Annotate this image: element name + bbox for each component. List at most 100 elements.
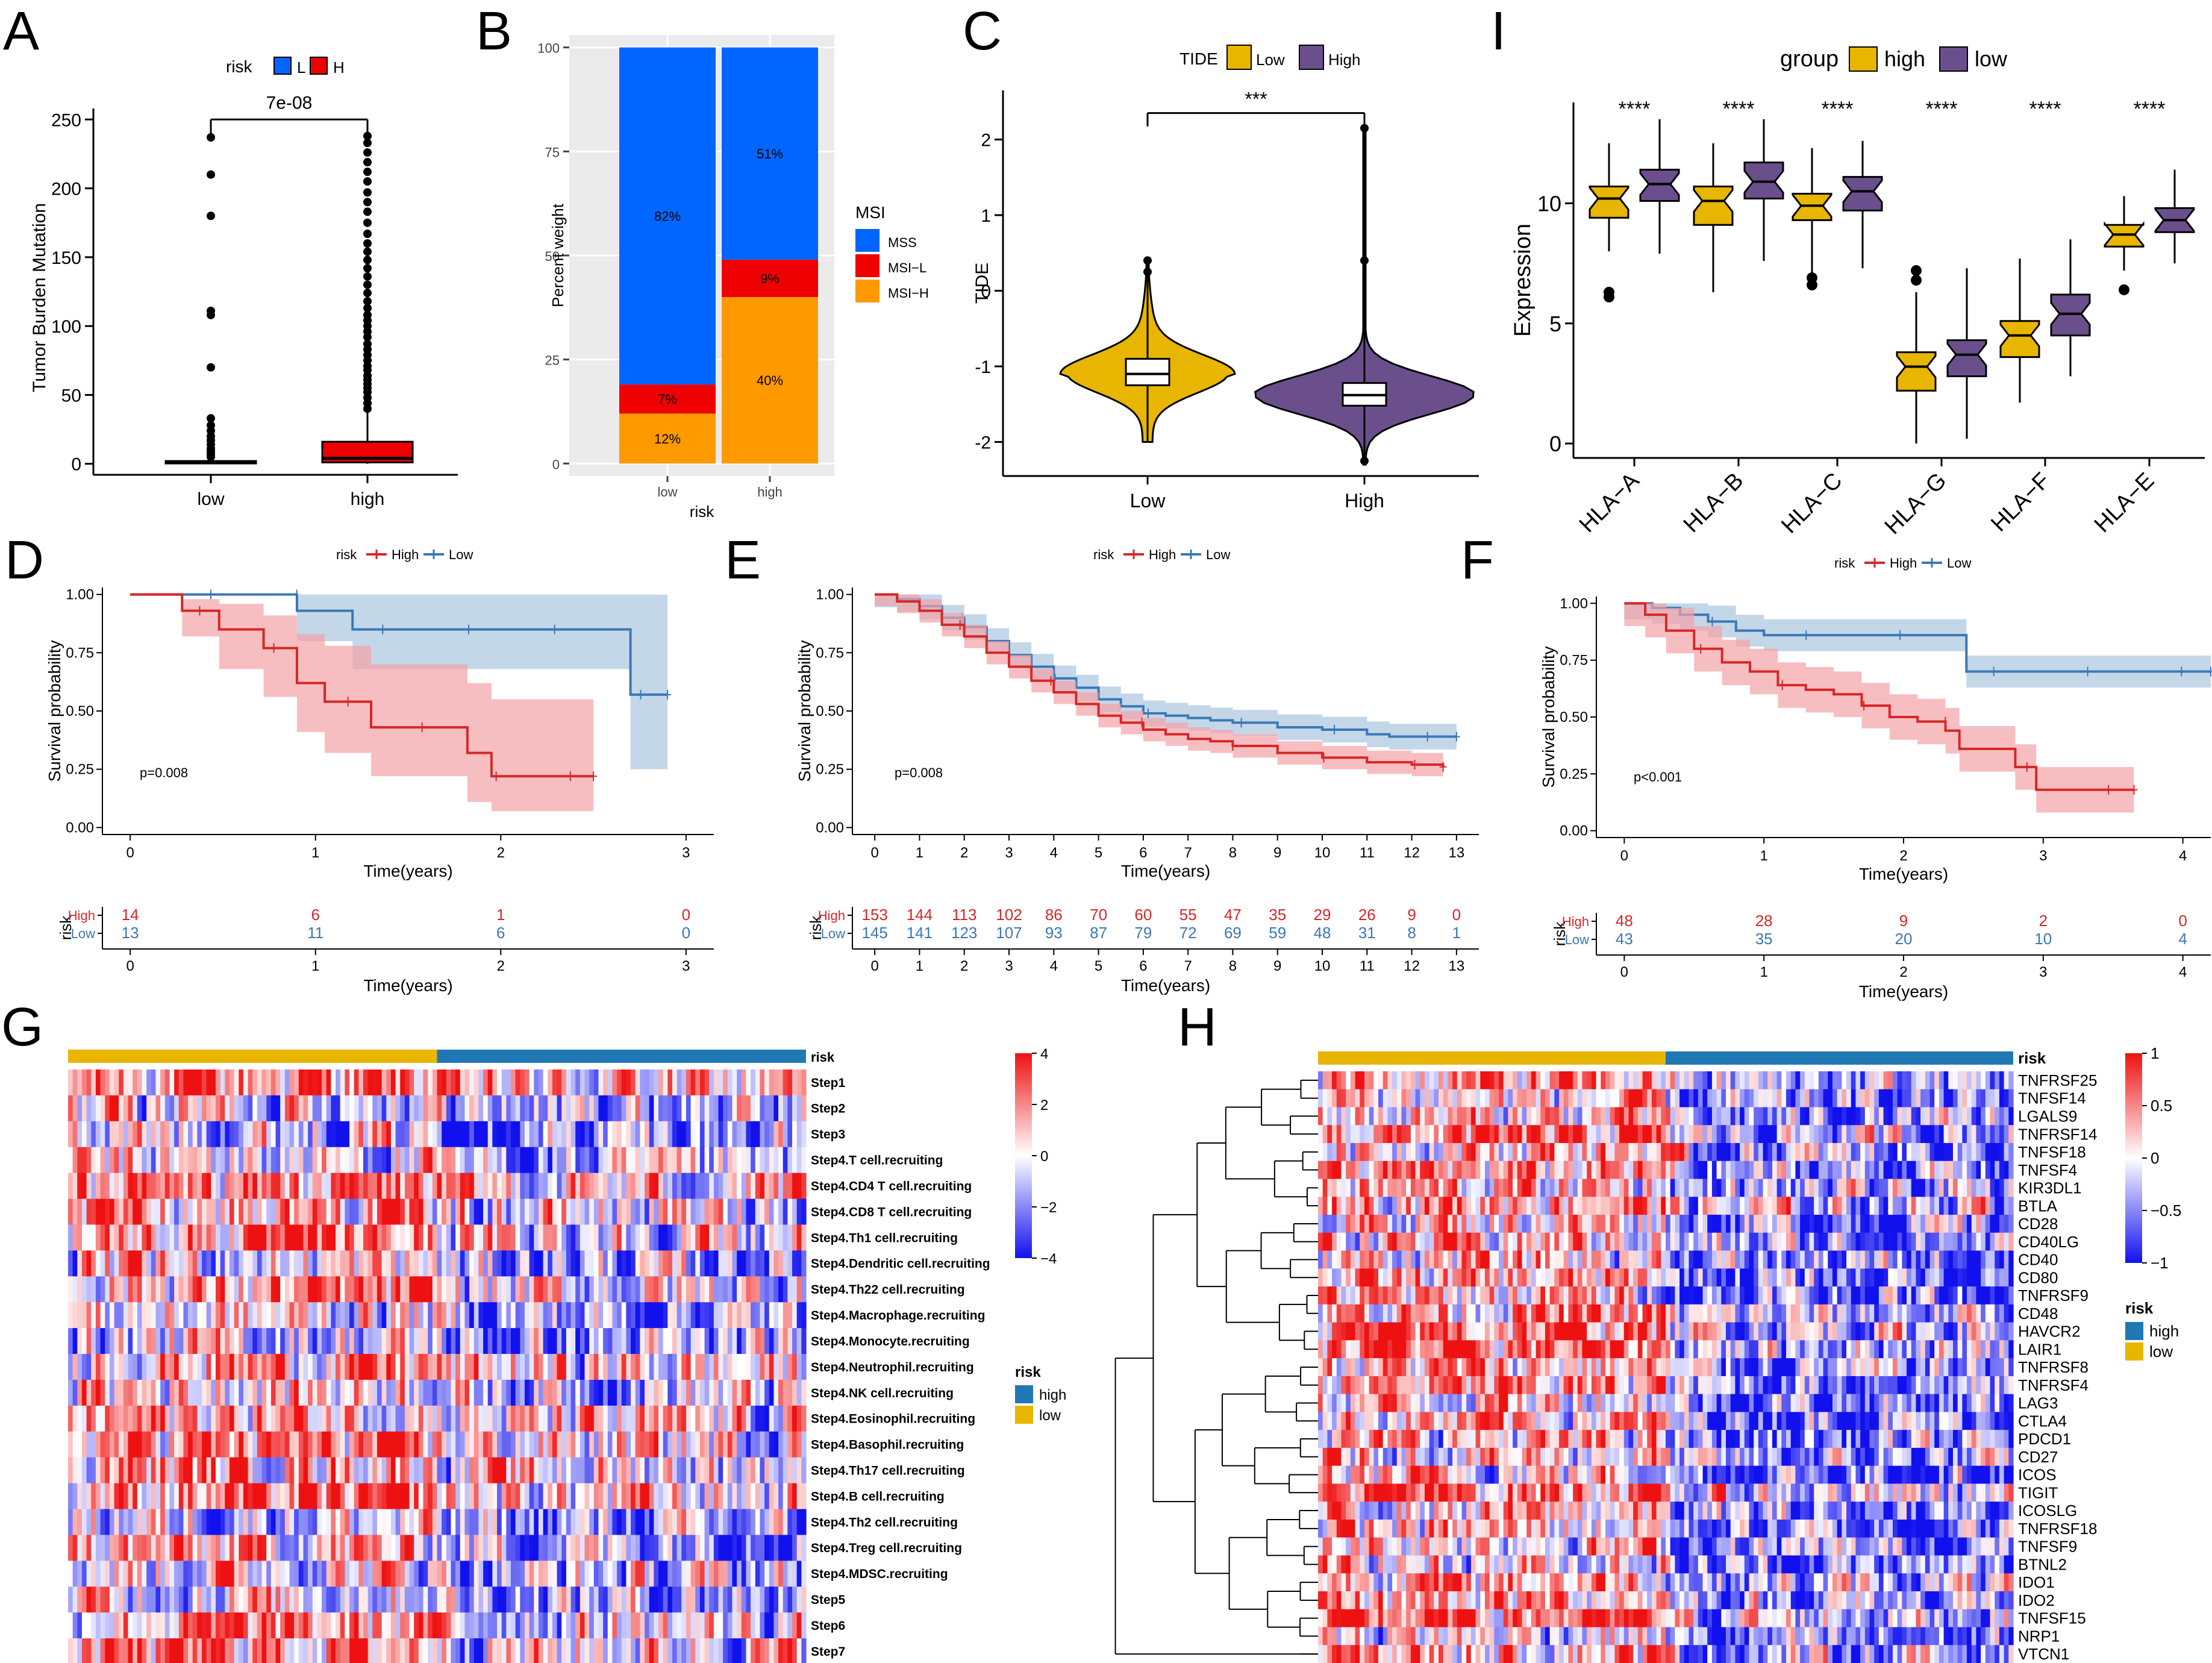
- heatmap-cell: [105, 1276, 110, 1303]
- heatmap-cell: [1568, 1143, 1573, 1162]
- heatmap-cell: [769, 1612, 775, 1639]
- heatmap-cell: [501, 1173, 507, 1200]
- heatmap-cell: [773, 1638, 779, 1663]
- heatmap-cell: [372, 1509, 378, 1536]
- heatmap-cell: [1684, 1143, 1690, 1162]
- heatmap-cell: [317, 1224, 322, 1251]
- heatmap-cell: [635, 1483, 640, 1510]
- heatmap-cell: [1795, 1071, 1801, 1090]
- heatmap-cell: [298, 1379, 304, 1406]
- heatmap-cell: [354, 1276, 359, 1303]
- heatmap-cell: [270, 1379, 276, 1406]
- heatmap-cell: [225, 1328, 230, 1355]
- heatmap-cell: [298, 1328, 304, 1355]
- heatmap-cell: [1350, 1143, 1356, 1162]
- heatmap-cell: [1661, 1125, 1666, 1144]
- heatmap-cell: [428, 1535, 433, 1561]
- heatmap-cell: [160, 1638, 166, 1663]
- heatmap-cell: [658, 1121, 664, 1148]
- heatmap-cell: [1318, 1143, 1323, 1162]
- heatmap-cell: [713, 1457, 719, 1484]
- heatmap-cell: [1346, 1125, 1351, 1144]
- heatmap-cell: [1957, 1125, 1963, 1144]
- heatmap-cell: [580, 1405, 586, 1432]
- heatmap-cell: [409, 1638, 414, 1663]
- heatmap-cell: [478, 1612, 484, 1639]
- heatmap-cell: [672, 1379, 678, 1406]
- heatmap-cell: [294, 1328, 299, 1355]
- heatmap-cell: [635, 1121, 640, 1148]
- heatmap-cell: [114, 1070, 119, 1096]
- heatmap-cell: [557, 1509, 562, 1536]
- heatmap-cell: [612, 1328, 617, 1355]
- heatmap-cell: [1610, 1143, 1615, 1162]
- heatmap-cell: [593, 1457, 599, 1484]
- heatmap-cell: [68, 1147, 73, 1174]
- heatmap-cell: [68, 1173, 73, 1200]
- heatmap-cell: [137, 1250, 143, 1277]
- heatmap-cell: [617, 1095, 622, 1122]
- heatmap-cell: [1443, 1125, 1449, 1144]
- heatmap-cell: [1554, 1089, 1560, 1108]
- heatmap-cell: [737, 1431, 742, 1458]
- heatmap-cell: [686, 1457, 692, 1484]
- heatmap-cell: [428, 1095, 433, 1122]
- heatmap-cell: [437, 1302, 442, 1329]
- heatmap-cell: [77, 1224, 83, 1251]
- heatmap-cell: [584, 1070, 590, 1096]
- heatmap-cell: [727, 1612, 733, 1639]
- heatmap-cell: [1513, 1089, 1518, 1108]
- heatmap-cell: [460, 1354, 466, 1380]
- heatmap-cell: [146, 1483, 152, 1510]
- heatmap-cell: [746, 1431, 751, 1458]
- heatmap-cell: [192, 1095, 198, 1122]
- heatmap-cell: [275, 1121, 281, 1148]
- heatmap-cell: [95, 1561, 101, 1587]
- heatmap-cell: [261, 1354, 267, 1380]
- heatmap-cell: [257, 1198, 263, 1226]
- heatmap-cell: [529, 1638, 534, 1663]
- heatmap-cell: [584, 1509, 590, 1536]
- heatmap-cell: [1744, 1089, 1750, 1108]
- heatmap-cell: [225, 1198, 230, 1226]
- heatmap-cell: [243, 1509, 249, 1536]
- heatmap-cell: [372, 1431, 378, 1458]
- heatmap-cell: [497, 1483, 502, 1510]
- heatmap-cell: [451, 1405, 456, 1432]
- y-tick-label: 250: [51, 110, 81, 130]
- heatmap-cell: [741, 1224, 747, 1251]
- heatmap-cell: [492, 1276, 498, 1303]
- heatmap-cell: [538, 1224, 544, 1251]
- heatmap-cell: [202, 1095, 207, 1122]
- heatmap-cell: [796, 1147, 802, 1174]
- heatmap-cell: [414, 1405, 419, 1432]
- heatmap-cell: [275, 1612, 281, 1639]
- heatmap-cell: [741, 1070, 747, 1096]
- heatmap-cell: [755, 1276, 761, 1303]
- heatmap-cell: [529, 1147, 534, 1174]
- heatmap-cell: [128, 1457, 133, 1484]
- heatmap-cell: [91, 1198, 96, 1226]
- heatmap-cell: [1559, 1071, 1564, 1090]
- heatmap-cell: [442, 1535, 447, 1561]
- heatmap-cell: [732, 1431, 737, 1458]
- heatmap-cell: [395, 1379, 401, 1406]
- heatmap-cell: [1350, 1107, 1356, 1126]
- heatmap-cell: [72, 1328, 78, 1355]
- heatmap-cell: [100, 1198, 105, 1226]
- heatmap-cell: [234, 1224, 239, 1251]
- heatmap-cell: [667, 1095, 673, 1122]
- heatmap-cell: [188, 1586, 193, 1613]
- heatmap-cell: [261, 1147, 267, 1174]
- heatmap-cell: [1443, 1107, 1449, 1126]
- heatmap-cell: [543, 1302, 548, 1329]
- heatmap-cell: [1540, 1125, 1546, 1144]
- heatmap-cell: [570, 1070, 576, 1096]
- heatmap-cell: [686, 1224, 692, 1251]
- heatmap-cell: [631, 1354, 636, 1380]
- heatmap-cell: [400, 1121, 405, 1148]
- heatmap-cell: [561, 1379, 567, 1406]
- heatmap-cell: [1661, 1143, 1666, 1162]
- heatmap-cell: [100, 1638, 105, 1663]
- heatmap-cell: [737, 1535, 742, 1561]
